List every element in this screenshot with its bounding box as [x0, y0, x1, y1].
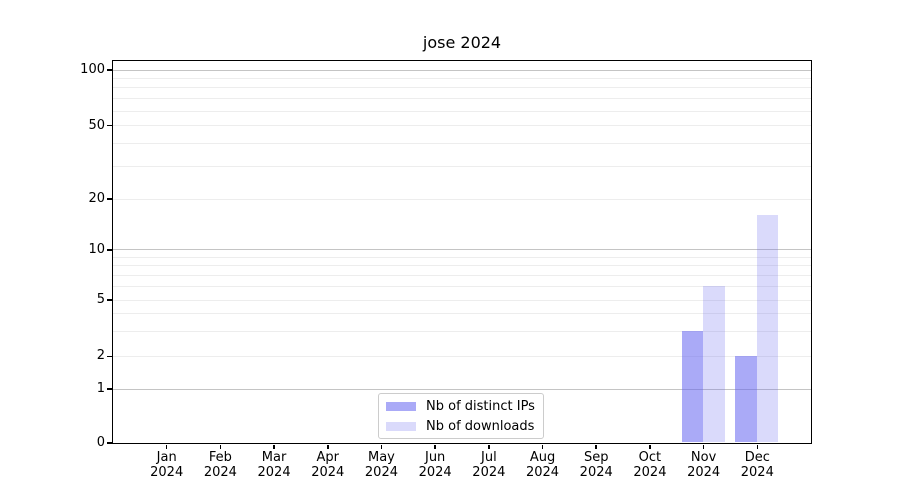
x-tick-label-apr: Apr 2024	[311, 450, 345, 480]
x-tick-mar	[273, 444, 275, 449]
gridline-minor-50	[112, 125, 811, 127]
x-tick-label-sep: Sep 2024	[579, 450, 613, 480]
x-tick-feb	[219, 444, 222, 449]
x-tick-label-aug: Aug 2024	[525, 450, 560, 480]
x-tick-jul	[488, 444, 490, 449]
x-tick-jan	[165, 444, 168, 449]
gridline-major-100	[112, 69, 811, 71]
gridline-minor-90	[112, 77, 811, 79]
y-tick-1	[107, 388, 112, 390]
gridline-minor-80	[112, 87, 811, 89]
y-tick-label-20: 20	[88, 191, 105, 206]
legend-label-downloads: Nb of downloads	[426, 418, 535, 434]
gridline-minor-20	[112, 198, 811, 200]
bar-distinct-ips-dec	[735, 355, 757, 443]
legend: Nb of distinct IPs Nb of downloads	[378, 393, 544, 439]
x-tick-sep	[595, 444, 597, 449]
gridline-minor-30	[112, 166, 811, 168]
bar-downloads-dec	[756, 214, 779, 443]
legend-swatch-downloads	[386, 421, 416, 431]
y-tick-label-1: 1	[96, 381, 105, 396]
x-tick-jun	[434, 444, 436, 449]
y-tick-5	[107, 299, 112, 301]
gridline-minor-8	[112, 265, 811, 267]
legend-label-distinct-ips: Nb of distinct IPs	[426, 398, 535, 414]
x-tick-label-may: May 2024	[364, 450, 398, 480]
x-tick-dec	[756, 444, 759, 449]
plot-area	[111, 59, 812, 444]
x-tick-label-oct: Oct 2024	[633, 450, 667, 480]
y-tick-0	[107, 442, 112, 444]
gridline-minor-9	[112, 256, 811, 258]
gridline-minor-5	[112, 299, 811, 301]
legend-row-distinct-ips: Nb of distinct IPs	[386, 396, 535, 416]
gridline-minor-7	[112, 275, 811, 277]
gridline-minor-6	[112, 286, 811, 288]
gridline-major-1	[112, 388, 811, 390]
y-tick-label-0: 0	[96, 435, 105, 450]
gridline-minor-60	[112, 110, 811, 112]
legend-swatch-distinct-ips	[386, 401, 416, 411]
y-tick-50	[107, 124, 112, 127]
y-tick-label-2: 2	[96, 348, 105, 364]
y-tick-2	[107, 355, 112, 358]
legend-row-downloads: Nb of downloads	[386, 416, 535, 436]
bar-downloads-nov	[703, 286, 725, 443]
y-tick-label-10: 10	[88, 241, 105, 257]
x-tick-aug	[541, 444, 544, 449]
y-tick-label-5: 5	[96, 292, 105, 307]
x-tick-label-mar: Mar 2024	[257, 450, 291, 480]
x-tick-may	[380, 444, 383, 449]
gridline-minor-70	[112, 98, 811, 100]
gridline-minor-4	[112, 313, 811, 315]
x-tick-label-nov: Nov 2024	[687, 450, 721, 480]
bar-distinct-ips-nov	[681, 330, 704, 443]
y-tick-10	[107, 249, 112, 251]
y-tick-100	[107, 69, 112, 71]
chart-title: jose 2024	[422, 33, 502, 52]
x-tick-label-jul: Jul 2024	[472, 450, 506, 480]
x-tick-label-dec: Dec 2024	[740, 450, 774, 480]
x-tick-label-jan: Jan 2024	[150, 450, 184, 480]
y-tick-label-50: 50	[88, 117, 105, 133]
x-tick-nov	[702, 444, 705, 449]
gridline-minor-2	[112, 355, 811, 357]
y-tick-label-100: 100	[80, 62, 105, 77]
x-tick-oct	[649, 444, 651, 449]
gridline-minor-40	[112, 143, 811, 145]
x-tick-label-jun: Jun 2024	[418, 450, 452, 480]
gridline-minor-3	[112, 330, 811, 332]
gridline-major-10	[112, 249, 811, 251]
x-tick-label-feb: Feb 2024	[203, 450, 237, 480]
y-tick-20	[107, 198, 112, 200]
x-tick-apr	[327, 444, 329, 449]
